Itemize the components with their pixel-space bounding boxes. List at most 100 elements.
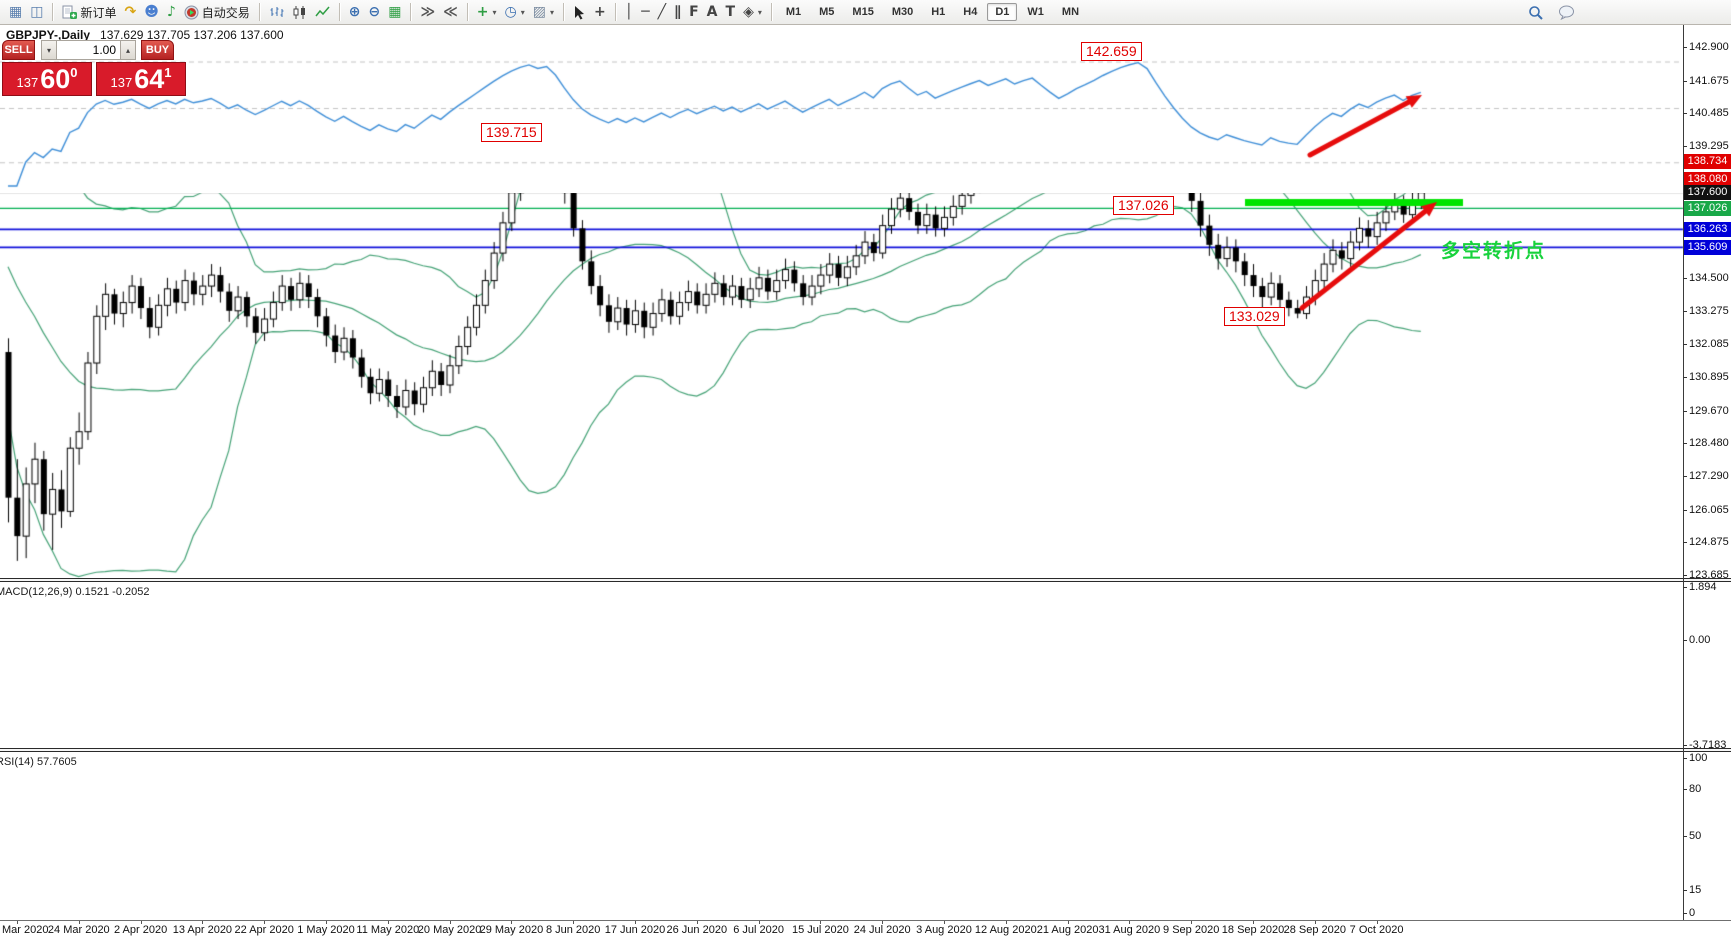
axis-tick: [1683, 443, 1687, 445]
pane-divider-rsi[interactable]: [0, 748, 1731, 752]
rsi-tick-0: 0: [1689, 907, 1696, 919]
cursor-button[interactable]: [569, 2, 590, 23]
chart-shift-icon: ≪: [443, 4, 458, 20]
macd-indicator-label: MACD(12,26,9) 0.1521 -0.2052: [0, 586, 150, 598]
trendline-button[interactable]: ╱: [654, 2, 670, 23]
horizontal-line-icon: ─: [641, 4, 650, 20]
quick-deal-button[interactable]: ↷: [120, 2, 140, 23]
chevron-down-icon[interactable]: ▾: [492, 7, 497, 17]
chart-window-button[interactable]: ▦: [5, 2, 26, 23]
timeframe-m30-button[interactable]: M30: [891, 6, 914, 18]
auto-scroll-button[interactable]: ≫: [416, 2, 439, 23]
time-label-11-May-2020: 11 May 2020: [356, 924, 420, 936]
buy-price-sup: 1: [164, 65, 172, 80]
time-label-6-Jul-2020: 6 Jul 2020: [733, 924, 784, 936]
time-tick: [264, 921, 266, 924]
chevron-down-icon[interactable]: ▾: [550, 7, 555, 17]
periods-button[interactable]: ◷ ▾: [501, 2, 529, 23]
vertical-line-button[interactable]: │: [621, 2, 637, 23]
tile-windows-button[interactable]: ▦: [384, 2, 405, 23]
sell-button[interactable]: SELL: [2, 40, 35, 60]
bar-chart-icon: [269, 5, 284, 20]
templates-button[interactable]: ▨ ▾: [529, 2, 558, 23]
timeframe-h1-button[interactable]: H1: [931, 6, 946, 18]
bull-bear-turning-point-note[interactable]: 多空转折点: [1441, 241, 1547, 262]
price-tag-142.659[interactable]: 142.659: [1081, 42, 1142, 61]
time-axis[interactable]: Mar 2020 24 Mar 2020 2 Apr 2020 13 Apr 2020…: [0, 920, 1731, 939]
time-label-28-Sep-2020: 28 Sep 2020: [1283, 924, 1346, 936]
crosshair-button[interactable]: +: [590, 2, 610, 23]
timeframe-d1-button[interactable]: D1: [987, 3, 1018, 21]
new-order-button[interactable]: 新订单: [58, 2, 120, 23]
zoom-in-button[interactable]: ⊕: [345, 2, 365, 23]
time-tick: [820, 921, 822, 924]
price-tick-130.895: 130.895: [1689, 370, 1729, 383]
text-button[interactable]: A: [703, 2, 722, 23]
autotrading-button[interactable]: 自动交易: [180, 2, 254, 23]
chat-button[interactable]: [1554, 2, 1579, 23]
chevron-down-icon[interactable]: ▾: [520, 7, 525, 17]
quick-deal-icon: ↷: [124, 4, 137, 20]
price-tick-126.065: 126.065: [1689, 503, 1729, 516]
axis-tick: [1683, 47, 1687, 48]
time-label-22-Apr-2020: 22 Apr 2020: [234, 924, 294, 936]
timeframe-h4-button[interactable]: H4: [963, 6, 978, 18]
axis-tick: [1683, 758, 1687, 759]
profiles-button[interactable]: ◫: [26, 2, 47, 23]
pane-divider-macd[interactable]: [0, 578, 1731, 582]
candlestick-chart-button[interactable]: [288, 2, 311, 23]
rsi-tick-100: 100: [1689, 752, 1708, 764]
channel-button[interactable]: ∥: [670, 2, 685, 23]
buy-price-box[interactable]: 137 64 1: [96, 62, 186, 96]
time-label-3-Aug-2020: 3 Aug 2020: [916, 924, 972, 936]
timeframe-group: M1 M5 M15 M30 H1 H4 D1 W1 MN: [774, 0, 1091, 25]
time-label-9-Sep-2020: 9 Sep 2020: [1163, 924, 1220, 936]
fibonacci-icon: F: [689, 4, 699, 20]
axis-tick: [1683, 80, 1687, 82]
price-tag-133.029[interactable]: 133.029: [1224, 307, 1285, 326]
toolbar-group-5: + ▾ ◷ ▾ ▨ ▾: [470, 0, 561, 25]
price-tag-139.715[interactable]: 139.715: [481, 123, 542, 142]
text-icon: A: [706, 4, 718, 20]
horizontal-line-button[interactable]: ─: [637, 2, 653, 23]
buy-button[interactable]: BUY: [141, 40, 174, 60]
time-label-29-May-2020: 29 May 2020: [479, 924, 544, 936]
vertical-line-icon: │: [624, 4, 634, 20]
toolbar-group-0: ▦ ◫: [2, 0, 50, 25]
line-chart-button[interactable]: [311, 2, 334, 23]
time-tick: [635, 921, 636, 924]
timeframe-w1-button[interactable]: W1: [1027, 6, 1044, 18]
rsi-pane-canvas[interactable]: [0, 25, 1731, 193]
candlestick-chart-icon: [292, 5, 307, 20]
time-tick: [326, 921, 327, 924]
time-label-31-Aug-2020: 31 Aug 2020: [1098, 924, 1161, 936]
price-badge-137.600: 137.600: [1684, 185, 1731, 201]
fibonacci-button[interactable]: F: [685, 2, 703, 23]
sell-price-box[interactable]: 137 60 0: [2, 62, 92, 96]
timeframe-mn-button[interactable]: MN: [1061, 6, 1080, 18]
price-tick-129.670: 129.670: [1689, 404, 1729, 417]
axis-tick: [1683, 376, 1687, 378]
bar-chart-button[interactable]: [265, 2, 288, 23]
chevron-down-icon[interactable]: ▾: [757, 7, 762, 17]
line-chart-icon: [315, 5, 330, 20]
label-button[interactable]: T: [722, 2, 740, 23]
zoom-out-button[interactable]: ⊖: [365, 2, 385, 23]
volume-input[interactable]: 1.00: [57, 40, 120, 60]
chart-shift-button[interactable]: ≪: [439, 2, 462, 23]
volume-decrease-button[interactable]: ▾: [41, 40, 57, 60]
news-button[interactable]: ♪: [163, 2, 180, 23]
arrows-button[interactable]: ◈ ▾: [739, 2, 766, 23]
community-button[interactable]: ☻: [140, 2, 163, 23]
time-label-24-Mar-2020: 24 Mar 2020: [47, 924, 110, 936]
search-icon: [1528, 5, 1544, 21]
search-button[interactable]: [1524, 2, 1548, 23]
timeframe-m15-button[interactable]: M15: [852, 6, 874, 18]
price-tag-137.026[interactable]: 137.026: [1113, 196, 1174, 215]
axis-tick: [1683, 146, 1687, 148]
timeframe-m1-button[interactable]: M1: [785, 6, 802, 18]
price-badge-137.026: 137.026: [1684, 200, 1731, 216]
timeframe-m5-button[interactable]: M5: [819, 6, 835, 18]
volume-increase-button[interactable]: ▴: [120, 40, 136, 60]
indicators-button[interactable]: + ▾: [473, 2, 501, 23]
